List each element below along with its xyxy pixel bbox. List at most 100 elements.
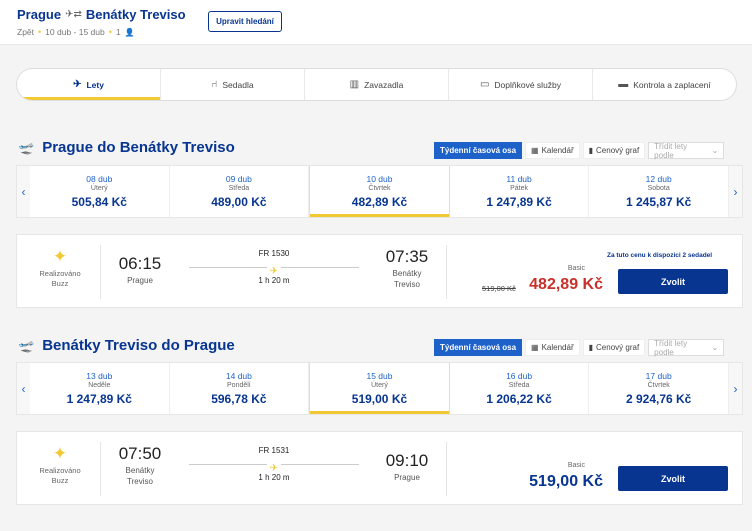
flight-line: ✈ bbox=[189, 261, 359, 277]
date-cell[interactable]: 17 dub Čtvrtek 2 924,76 Kč bbox=[589, 363, 729, 414]
date-label: 10 dub bbox=[366, 174, 393, 184]
divider bbox=[446, 245, 447, 299]
operator-label: Realizováno Buzz bbox=[30, 466, 90, 486]
week-timeline-tab[interactable]: Týdenní časová osa bbox=[434, 339, 523, 356]
date-price: 1 206,22 Kč bbox=[486, 392, 552, 406]
inbound-date-bar: ‹ 13 dub Neděle 1 247,89 Kč 14 dub Pondě… bbox=[16, 362, 743, 415]
outbound-title: 🛫 Prague do Benátky Treviso bbox=[18, 139, 235, 156]
date-price: 2 924,76 Kč bbox=[625, 392, 692, 406]
date-cell[interactable]: 12 dub Sobota 1 245,87 Kč bbox=[589, 166, 729, 217]
calendar-icon: ▦ bbox=[531, 146, 539, 155]
monitor-icon: ▭ bbox=[479, 79, 490, 90]
weekday-label: Středa bbox=[508, 382, 530, 389]
date-cell-selected[interactable]: 15 dub Úterý 519,00 Kč bbox=[309, 363, 450, 414]
flight-number[interactable]: FR 1530 bbox=[258, 249, 290, 258]
date-label: 14 dub bbox=[225, 371, 252, 381]
sort-label: Třídit lety podle bbox=[654, 338, 688, 357]
back-link[interactable]: Zpět bbox=[17, 27, 35, 37]
airline-logo: ✦ Realizováno Buzz bbox=[30, 444, 90, 486]
date-price: 1 247,89 Kč bbox=[486, 195, 552, 209]
top-header: Prague ✈⇄ Benátky Treviso Zpět • 10 dub … bbox=[0, 0, 752, 45]
departure-block: 06:15 Prague bbox=[115, 254, 165, 286]
date-cell[interactable]: 13 dub Neděle 1 247,89 Kč bbox=[30, 363, 170, 414]
prev-week-arrow[interactable]: ‹ bbox=[17, 166, 30, 217]
flight-duration: 1 h 20 m bbox=[258, 473, 290, 482]
prev-week-arrow[interactable]: ‹ bbox=[17, 363, 30, 414]
outbound-view-tabs: Týdenní časová osa ▦ Kalendář ▮ Cenový gra… bbox=[434, 141, 725, 160]
bar-chart-icon: ▮ bbox=[588, 146, 594, 155]
departure-time: 07:50 bbox=[118, 444, 162, 463]
price-chart-tab[interactable]: ▮ Cenový graf bbox=[582, 142, 646, 159]
plane-icon: ✈ bbox=[266, 463, 282, 474]
next-week-arrow[interactable]: › bbox=[728, 363, 742, 414]
fare-type: Basic bbox=[567, 265, 585, 272]
arrival-time: 07:35 bbox=[385, 247, 429, 266]
date-cell[interactable]: 16 dub Středa 1 206,22 Kč bbox=[450, 363, 590, 414]
select-flight-button[interactable]: Zvolit bbox=[618, 466, 728, 491]
step-label: Lety bbox=[86, 79, 104, 90]
chevron-right-icon: › bbox=[733, 381, 738, 396]
step-seats[interactable]: ⑁ Sedadla bbox=[161, 69, 305, 100]
step-label: Sedadla bbox=[222, 79, 254, 90]
date-label: 13 dub bbox=[86, 371, 113, 381]
weekday-label: Úterý bbox=[371, 382, 388, 389]
old-price: 519,00 Kč bbox=[482, 284, 516, 293]
calendar-tab[interactable]: ▦ Kalendář bbox=[525, 339, 580, 356]
date-label: 11 dub bbox=[506, 174, 532, 184]
inbound-flight-card[interactable]: ✦ Realizováno Buzz 07:50 Benátky Treviso… bbox=[16, 431, 743, 505]
ryanair-harp-icon: ✦ bbox=[52, 444, 68, 463]
divider bbox=[100, 442, 101, 496]
sort-dropdown[interactable]: Třídit lety podle ⌄ bbox=[648, 338, 725, 357]
operator-line: Realizováno bbox=[39, 269, 81, 278]
select-flight-button[interactable]: Zvolit bbox=[618, 269, 728, 294]
week-timeline-tab[interactable]: Týdenní časová osa bbox=[434, 142, 523, 159]
weekday-label: Čtvrtek bbox=[647, 382, 670, 389]
seat-icon: ⑁ bbox=[211, 79, 218, 90]
modify-search-button[interactable]: Upravit hledání bbox=[208, 11, 282, 32]
date-price: 1 247,89 Kč bbox=[66, 392, 132, 406]
next-week-arrow[interactable]: › bbox=[728, 166, 742, 217]
operator-line: Realizováno bbox=[39, 466, 81, 475]
chevron-down-icon: ⌄ bbox=[711, 343, 719, 352]
trip-summary: Zpět • 10 dub - 15 dub • 1 👤 bbox=[17, 27, 135, 37]
date-label: 16 dub bbox=[506, 371, 533, 381]
sort-label: Třídit lety podle bbox=[654, 141, 688, 160]
round-trip-plane-icon: ✈⇄ bbox=[65, 9, 82, 20]
outbound-flight-card[interactable]: ✦ Realizováno Buzz 06:15 Prague FR 1530 … bbox=[16, 234, 743, 308]
departure-time: 06:15 bbox=[118, 254, 162, 273]
date-cell[interactable]: 14 dub Pondělí 596,78 Kč bbox=[170, 363, 310, 414]
plane-icon: ✈ bbox=[73, 79, 82, 90]
origin-city: Prague bbox=[17, 7, 62, 22]
date-price: 489,00 Kč bbox=[211, 195, 267, 209]
step-label: Kontrola a zaplacení bbox=[633, 79, 711, 90]
arrival-city: Benátky Treviso bbox=[379, 268, 435, 290]
calendar-tab[interactable]: ▦ Kalendář bbox=[525, 142, 580, 159]
departure-block: 07:50 Benátky Treviso bbox=[115, 444, 165, 487]
date-cell[interactable]: 08 dub Úterý 505,84 Kč bbox=[30, 166, 170, 217]
calendar-icon: ▦ bbox=[531, 343, 539, 352]
departure-city: Benátky Treviso bbox=[115, 465, 165, 487]
calendar-tab-label: Kalendář bbox=[541, 343, 574, 352]
arrival-block: 09:10 Prague bbox=[379, 451, 435, 483]
date-cell[interactable]: 11 dub Pátek 1 247,89 Kč bbox=[450, 166, 590, 217]
step-luggage[interactable]: ▥ Zavazadla bbox=[305, 69, 449, 100]
flight-line: ✈ bbox=[189, 458, 359, 474]
person-icon: 👤 bbox=[124, 27, 135, 37]
step-label: Doplňkové služby bbox=[494, 79, 562, 90]
step-flights[interactable]: ✈ Lety bbox=[17, 69, 161, 100]
price-chart-tab-label: Cenový graf bbox=[596, 146, 640, 155]
chevron-down-icon: ⌄ bbox=[711, 146, 719, 155]
date-label: 12 dub bbox=[645, 174, 672, 184]
price-chart-tab[interactable]: ▮ Cenový graf bbox=[582, 339, 646, 356]
date-cell-selected[interactable]: 10 dub Čtvrtek 482,89 Kč bbox=[309, 166, 450, 217]
date-cell[interactable]: 09 dub Středa 489,00 Kč bbox=[170, 166, 310, 217]
flight-price: 482,89 Kč bbox=[529, 276, 603, 293]
sort-dropdown[interactable]: Třídit lety podle ⌄ bbox=[648, 141, 725, 160]
flight-number[interactable]: FR 1531 bbox=[258, 446, 290, 455]
weekday-label: Čtvrtek bbox=[368, 185, 391, 192]
departure-city-line: Treviso bbox=[127, 477, 153, 486]
step-checkout[interactable]: ▬ Kontrola a zaplacení bbox=[593, 69, 736, 100]
step-extras[interactable]: ▭ Doplňkové služby bbox=[449, 69, 593, 100]
date-price: 1 245,87 Kč bbox=[625, 195, 692, 209]
operator-line: Buzz bbox=[51, 476, 69, 485]
